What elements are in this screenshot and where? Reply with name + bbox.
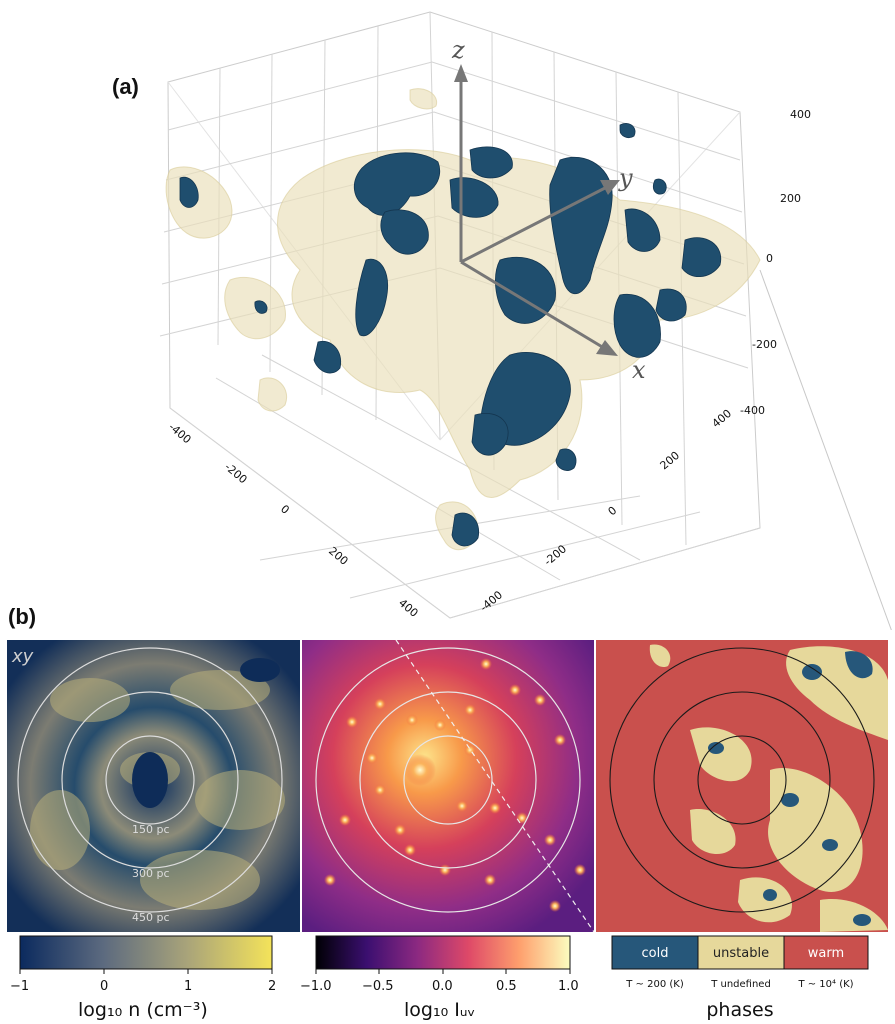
phases-map (596, 640, 888, 932)
ring-label-300: 300 pc (132, 867, 170, 880)
panel-a-3d-render: z y x 400 200 0 -200 -400 -400 -200 0 20… (159, 11, 892, 630)
density-map: xy 150 pc 300 pc 450 pc (7, 640, 300, 932)
phase-swatch-cold (611, 935, 699, 970)
phase-sub-unstable: T undefined (710, 979, 771, 990)
y-axis-arrow (460, 186, 606, 264)
floor-tick-right: -200 (542, 542, 569, 568)
panel-b-maps: xy 150 pc 300 pc 450 pc (7, 640, 888, 1021)
phase-sub-cold: T ~ 200 (K) (625, 979, 684, 990)
uv-tick: −1.0 (300, 979, 332, 994)
floor-tick-right: 0 (606, 504, 620, 518)
phase-swatch-warm (783, 935, 869, 970)
phase-sub-warm: T ~ 10⁴ (K) (797, 979, 853, 990)
phase-label-unstable: unstable (713, 946, 769, 961)
floor-tick-right: 400 (710, 407, 734, 430)
z-tick: -400 (740, 404, 765, 417)
phases-legend: cold unstable warm T ~ 200 (K) T undefin… (611, 935, 869, 1021)
x-axis-letter: x (632, 356, 646, 384)
floor-tick-left: 0 (278, 502, 292, 516)
x-axis-arrow (460, 260, 605, 350)
uv-tick: 0.0 (432, 979, 453, 994)
density-colorbar-title: log₁₀ n (cm⁻³) (78, 999, 208, 1021)
density-tick: 2 (268, 979, 276, 994)
z-tick: 400 (790, 108, 811, 121)
density-tick: −1 (10, 979, 29, 994)
z-tick: -200 (752, 338, 777, 351)
ring-label-450: 450 pc (132, 911, 170, 924)
density-colorbar: −1 0 1 2 log₁₀ n (cm⁻³) (10, 935, 276, 1021)
cold-gas-isosurface (179, 123, 722, 547)
y-axis-letter: y (618, 164, 633, 192)
phase-label-warm: warm (808, 946, 844, 961)
phase-label-cold: cold (642, 946, 669, 961)
plane-label: xy (11, 646, 34, 667)
uv-colorbar-title: log₁₀ Iᵤᵥ (404, 999, 475, 1021)
uv-tick: −0.5 (362, 979, 394, 994)
panel-b-label: (b) (8, 604, 37, 629)
uv-tick: 1.0 (558, 979, 579, 994)
floor-tick-right: -400 (478, 588, 505, 614)
panel-a-label: (a) (112, 74, 139, 99)
z-axis-letter: z (451, 36, 465, 64)
uv-colorbar: −1.0 −0.5 0.0 0.5 1.0 log₁₀ Iᵤᵥ (300, 935, 579, 1021)
vertical-axis-ticks: 400 200 0 -200 -400 (740, 108, 811, 417)
density-tick: 0 (100, 979, 108, 994)
floor-tick-left: 400 (396, 596, 420, 619)
density-tick: 1 (184, 979, 192, 994)
floor-tick-left: -400 (166, 420, 193, 446)
z-tick: 0 (766, 252, 773, 265)
phase-swatch-unstable (697, 935, 785, 970)
ring-label-150: 150 pc (132, 823, 170, 836)
phases-title: phases (706, 999, 773, 1021)
uv-tick: 0.5 (496, 979, 517, 994)
uv-intensity-map (302, 640, 594, 932)
z-tick: 200 (780, 192, 801, 205)
floor-tick-right: 200 (658, 449, 682, 472)
axis-arrows (454, 64, 620, 356)
